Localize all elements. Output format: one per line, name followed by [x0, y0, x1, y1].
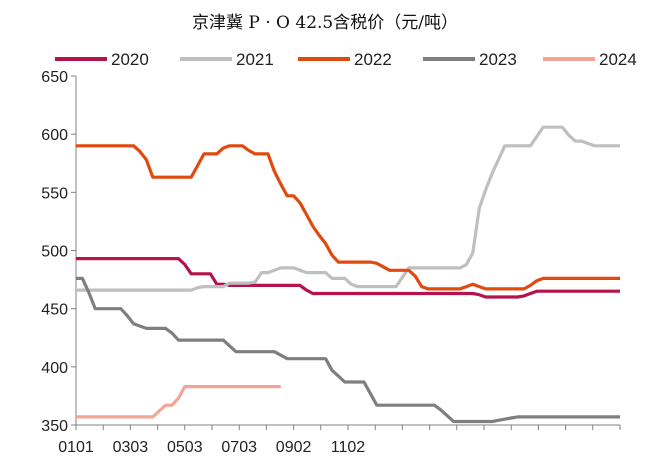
- series-line-2020: [76, 257, 620, 299]
- x-tick-label: 0101: [58, 439, 94, 456]
- legend-label-2024: 2024: [599, 50, 637, 69]
- x-tick-label: 0703: [221, 439, 257, 456]
- legend-label-2021: 2021: [236, 50, 274, 69]
- y-tick-label: 400: [41, 360, 68, 377]
- y-tick-label: 550: [41, 185, 68, 202]
- y-tick-label: 350: [41, 418, 68, 435]
- series-line-2023: [76, 276, 620, 424]
- chart-title: 京津冀 P · O 42.5含税价（元/吨）: [192, 13, 458, 33]
- x-tick-label: 0503: [167, 439, 203, 456]
- x-tick-label: 1102: [331, 439, 366, 456]
- y-tick-label: 500: [41, 244, 68, 261]
- legend-label-2023: 2023: [479, 50, 517, 69]
- y-tick-label: 600: [41, 127, 68, 144]
- series-line-2021: [76, 125, 620, 292]
- legend-label-2020: 2020: [111, 50, 149, 69]
- x-tick-label: 0902: [276, 439, 312, 456]
- x-tick-label: 0303: [113, 439, 149, 456]
- series-line-2024: [76, 385, 281, 419]
- y-tick-label: 450: [41, 302, 68, 319]
- y-tick-label: 650: [41, 69, 68, 86]
- legend-label-2022: 2022: [354, 50, 392, 69]
- series-line-2022: [76, 144, 620, 291]
